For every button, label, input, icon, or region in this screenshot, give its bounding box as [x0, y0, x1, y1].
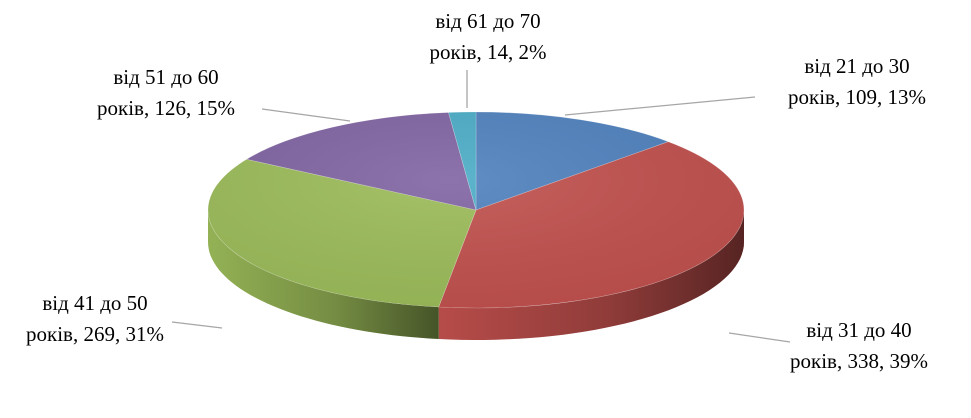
pie-top-faces: [207, 111, 745, 309]
data-label-1-line1: від 31 до 40: [806, 318, 911, 342]
data-label-2-line2: років, 269, 31%: [26, 322, 164, 346]
leader-line-2: [171, 321, 223, 329]
data-label-0-line1: від 21 до 30: [804, 54, 909, 78]
data-label-2-line1: від 41 до 50: [42, 291, 147, 315]
data-label-4-line1: від 61 до 70: [435, 9, 540, 33]
leader-line-0: [564, 96, 756, 116]
data-labels: від 21 до 30 років, 109, 13% від 31 до 40 р…: [26, 9, 928, 373]
data-label-0-line2: років, 109, 13%: [788, 85, 926, 109]
leader-lines: [171, 70, 791, 343]
leader-line-1: [728, 332, 791, 343]
data-label-3-line1: від 51 до 60: [113, 65, 218, 89]
data-label-4-line2: років, 14, 2%: [430, 40, 547, 64]
leader-line-3: [261, 108, 351, 122]
data-label-3-line2: років, 126, 15%: [97, 96, 235, 120]
data-label-1-line2: років, 338, 39%: [790, 349, 928, 373]
